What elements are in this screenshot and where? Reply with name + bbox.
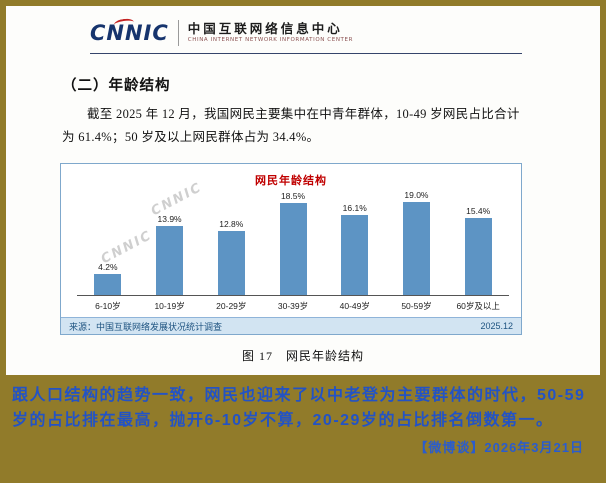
chart-plot: 4.2% 13.9% 12.8% 18.5% 16.1% 19.0% 15.4% [77, 190, 509, 297]
bar [217, 231, 245, 296]
period-text: 2025.12 [480, 321, 513, 332]
bar-column: 18.5% [262, 190, 324, 296]
bar-value-label: 18.5% [280, 190, 306, 201]
chart: CNNIC CNNIC 网民年龄结构 4.2% 13.9% 12.8% 18.5% 16… [60, 163, 522, 336]
logo-names: 中国互联网络信息中心 CHINA INTERNET NETWORK INFORM… [188, 23, 353, 43]
org-name-english: CHINA INTERNET NETWORK INFORMATION CENTE… [187, 36, 353, 43]
x-axis-label: 30-39岁 [277, 301, 309, 312]
document-page: CNNIC 中国互联网络信息中心 CHINA INTERNET NETWORK … [6, 6, 600, 375]
bar-column: 13.9% [139, 190, 201, 296]
bar-value-label: 15.4% [466, 206, 491, 217]
chart-title: 网民年龄结构 [255, 175, 327, 188]
body-paragraph: 截至 2025 年 12 月，我国网民主要集中在中青年群体，10-49 岁网民占… [62, 107, 520, 145]
x-axis-label: 20-29岁 [216, 301, 247, 312]
bar [279, 202, 307, 296]
logo-divider [177, 20, 179, 46]
chart-categories: 6-10岁 10-19岁 20-29岁 30-39岁 40-49岁 50-59岁 60岁及以… [77, 298, 509, 314]
bar [94, 274, 122, 296]
section-title: （二）年龄结构 [62, 78, 171, 94]
bar-column: 4.2% [77, 190, 139, 296]
footer-commentary: 跟人口结构的趋势一致，网民也迎来了以中老登为主要群体的时代，50-59岁的占比排… [6, 375, 600, 456]
report-header: CNNIC 中国互联网络信息中心 CHINA INTERNET NETWORK … [90, 17, 522, 54]
bar-value-label: 4.2% [98, 262, 118, 273]
bar-column: 19.0% [386, 190, 448, 296]
org-name-chinese: 中国互联网络信息中心 [187, 22, 343, 36]
x-axis-label: 10-19岁 [154, 301, 185, 312]
comment-text: 跟人口结构的趋势一致，网民也迎来了以中老登为主要群体的时代，50-59岁的占比排… [12, 387, 586, 429]
x-axis-label: 50-59岁 [401, 301, 432, 312]
bar [341, 214, 369, 296]
cnnic-logo: CNNIC [90, 17, 169, 45]
credit-text: 【微博谈】2026年3月21日 [414, 439, 584, 455]
bar-column: 15.4% [447, 190, 509, 296]
bar-value-label: 13.9% [157, 213, 182, 224]
x-axis-label: 6-10岁 [95, 301, 121, 312]
bar-column: 12.8% [200, 190, 262, 296]
source-text: 来源：中国互联网络发展状况统计调查 [69, 321, 223, 332]
bar-value-label: 12.8% [219, 219, 244, 230]
bar-value-label: 19.0% [404, 190, 429, 201]
x-axis-label: 60岁及以上 [456, 301, 500, 312]
bar-value-label: 16.1% [342, 202, 367, 213]
bar [402, 202, 430, 296]
chart-source-bar: 来源：中国互联网络发展状况统计调查 2025.12 [61, 317, 521, 335]
bar [156, 225, 184, 296]
figure-caption: 图 17 网民年龄结构 [241, 349, 364, 364]
x-axis-label: 40-49岁 [339, 301, 370, 312]
bar-column: 16.1% [324, 190, 386, 296]
bar [464, 218, 492, 296]
cnnic-logo-text: CNNIC [90, 20, 169, 45]
